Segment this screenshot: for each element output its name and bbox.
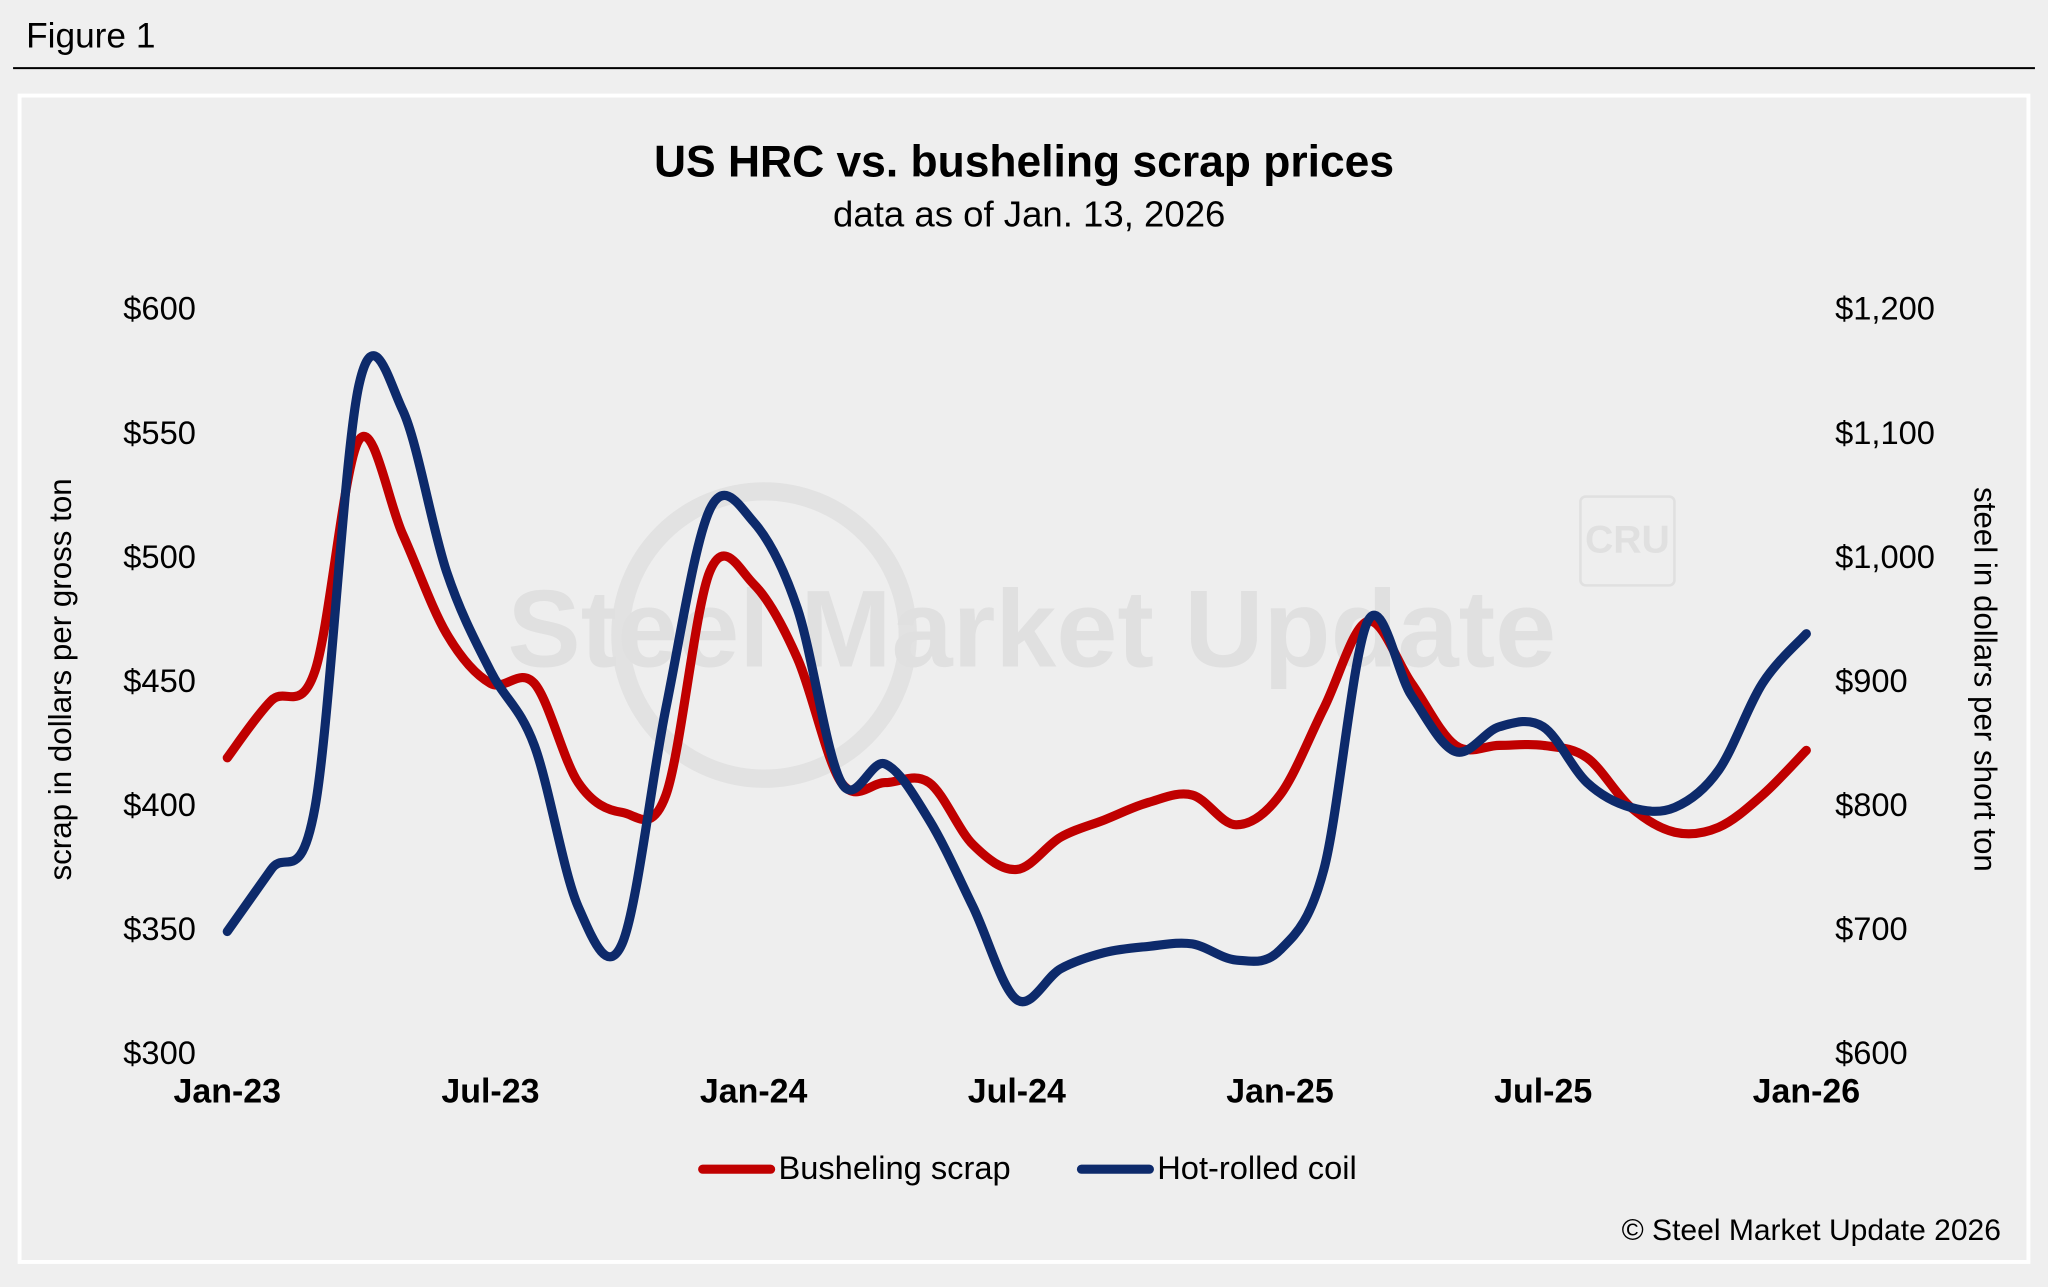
chart-subtitle: data as of Jan. 13, 2026 — [833, 194, 1225, 235]
watermark-circle — [611, 482, 917, 788]
y2-tick-label: $1,000 — [1835, 538, 1935, 575]
x-tick-label: Jan-23 — [173, 1072, 281, 1110]
y-axis-label: scrap in dollars per gross ton — [43, 478, 78, 880]
x-tick-label: Jan-25 — [1226, 1072, 1334, 1110]
y2-tick-label: $900 — [1835, 662, 1908, 699]
x-tick-label: Jul-24 — [968, 1072, 1066, 1110]
y-tick-label: $500 — [123, 538, 196, 575]
source: © Steel Market Update 2026 — [1622, 1214, 2001, 1247]
y-tick-label: $400 — [123, 786, 196, 823]
y2-tick-label: $1,200 — [1835, 290, 1935, 327]
watermark-logo: CRU — [1585, 519, 1670, 562]
y-tick-label: $350 — [123, 910, 196, 947]
y2-axis-label: steel in dollars per short ton — [1967, 487, 2002, 872]
legend-label: Busheling scrap — [778, 1149, 1010, 1186]
x-tick-label: Jul-23 — [441, 1072, 539, 1110]
chart-frame — [17, 93, 2031, 1264]
x-tick-label: Jan-24 — [700, 1072, 808, 1110]
y-tick-label: $550 — [123, 414, 196, 451]
y2-tick-label: $600 — [1835, 1034, 1908, 1071]
y-tick-label: $300 — [123, 1034, 196, 1071]
watermark-logo-box — [1579, 495, 1676, 587]
legend-label: Hot-rolled coil — [1157, 1149, 1357, 1186]
y-tick-label: $600 — [123, 290, 196, 327]
y-tick-label: $450 — [123, 662, 196, 699]
y2-tick-label: $700 — [1835, 910, 1908, 947]
y2-tick-label: $800 — [1835, 786, 1908, 823]
chart-title: US HRC vs. busheling scrap prices — [654, 138, 1394, 187]
y2-tick-label: $1,100 — [1835, 414, 1935, 451]
figure-label: Figure 1 — [26, 16, 155, 55]
x-tick-label: Jul-25 — [1494, 1072, 1592, 1110]
series-line — [222, 432, 1811, 875]
series-line — [222, 351, 1811, 1007]
x-tick-label: Jan-26 — [1753, 1072, 1861, 1110]
